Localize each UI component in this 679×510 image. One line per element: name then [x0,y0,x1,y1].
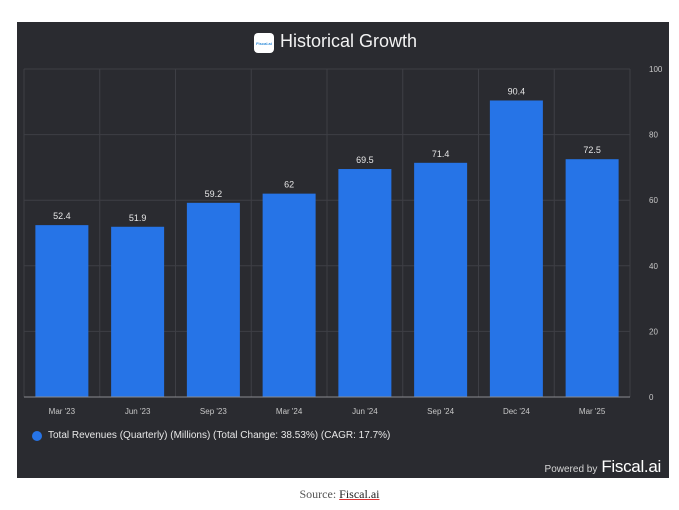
bar [489,100,543,397]
x-tick-label: Mar '24 [276,407,303,416]
powered-by-text: Powered by [544,464,598,475]
bar [111,226,165,397]
source-link[interactable]: Fiscal.ai [339,487,380,501]
data-label: 72.5 [583,145,601,155]
logo-text: Fiscal.ai [256,40,272,46]
data-label: 59.2 [205,189,223,199]
fiscal-brand-logo: Fiscal.ai [601,457,661,476]
data-label: 62 [284,180,294,190]
y-tick-label: 0 [649,393,654,402]
x-tick-label: Mar '23 [49,407,76,416]
x-tick-label: Jun '24 [352,407,378,416]
x-tick-label: Jun '23 [125,407,151,416]
bar [565,159,619,397]
legend-label: Total Revenues (Quarterly) (Millions) (T… [48,430,391,441]
bar [186,202,240,397]
bar [338,169,392,397]
data-label: 69.5 [356,155,374,165]
legend-marker [32,430,42,441]
data-label: 90.4 [508,86,526,96]
bar [262,193,316,397]
source-caption: Source: Fiscal.ai [0,487,679,502]
company-logo-icon: Fiscal.ai [254,33,274,53]
data-label: 51.9 [129,213,147,223]
y-tick-label: 60 [649,196,658,205]
bar [414,162,468,397]
x-tick-label: Mar '25 [579,407,606,416]
y-tick-label: 20 [649,327,658,336]
source-label: Source: [299,487,337,501]
bar [35,225,89,397]
chart-title: Historical Growth [280,31,418,51]
data-label: 71.4 [432,149,450,159]
x-tick-label: Sep '23 [200,407,227,416]
chart-card: 0 20 40 60 80 100 52.4 Mar '23 51.9 Jun '23 59.2 Se… [17,22,669,478]
data-label: 52.4 [53,211,71,221]
y-tick-label: 40 [649,262,658,271]
y-tick-label: 80 [649,131,658,140]
chart-canvas: 0 20 40 60 80 100 52.4 Mar '23 51.9 Jun '23 59.2 Se… [23,65,663,416]
x-tick-label: Dec '24 [503,407,530,416]
powered-by-footer[interactable]: Powered by Fiscal.ai [544,457,662,477]
x-tick-label: Sep '24 [427,407,454,416]
y-tick-label: 100 [649,65,663,74]
legend[interactable]: Total Revenues (Quarterly) (Millions) (T… [32,430,390,441]
